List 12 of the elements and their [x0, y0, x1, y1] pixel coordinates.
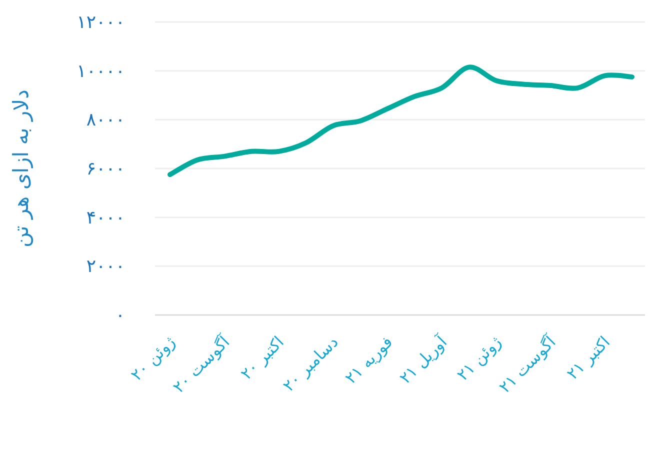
x-tick-label: آوریل ۲۱	[394, 330, 452, 388]
y-axis-title: دلار به ازای هر تن	[9, 89, 34, 248]
x-tick-label: فوریه ۲۱	[341, 332, 396, 388]
y-tick-label: ۸۰۰۰	[86, 110, 125, 131]
y-tick-label: ۰	[115, 305, 125, 326]
y-tick-label: ۶۰۰۰	[86, 158, 125, 180]
y-tick-label: ۱۰۰۰۰	[76, 60, 125, 82]
x-tick-label: اکتبر ۲۰	[236, 332, 288, 384]
x-tick-label: اکتبر ۲۱	[562, 332, 614, 384]
y-tick-label: ۱۲۰۰۰	[76, 12, 125, 33]
y-tick-label: ۴۰۰۰	[86, 207, 125, 228]
y-tick-label: ۲۰۰۰	[86, 256, 125, 278]
